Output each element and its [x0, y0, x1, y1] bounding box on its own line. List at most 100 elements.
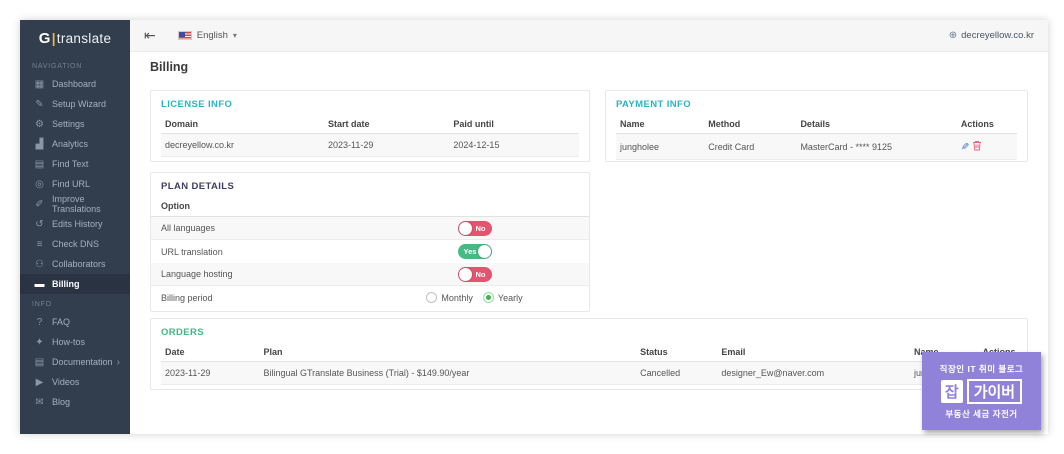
license-start-date: 2023-11-29 [324, 133, 450, 157]
sidebar-item-label: Analytics [52, 139, 89, 149]
sidebar-item-label: Settings [52, 119, 85, 129]
logo[interactable]: G | translate [20, 20, 130, 56]
sidebar-collapse-icon[interactable]: ⇤ [144, 27, 156, 43]
license-paid-until: 2024-12-15 [449, 133, 579, 157]
flag-icon [177, 31, 192, 40]
license-info-title: LICENSE INFO [161, 99, 233, 110]
order-date: 2023-11-29 [161, 361, 260, 385]
sidebar-item-label: Check DNS [52, 239, 100, 249]
plan-row-language-hosting: Language hosting No [151, 263, 589, 286]
users-icon: ⚇ [35, 258, 44, 270]
sidebar-item-blog[interactable]: ✉ Blog [20, 392, 130, 412]
sidebar-item-find-url[interactable]: ◎ Find URL [20, 174, 130, 194]
sidebar-item-check-dns[interactable]: ≡ Check DNS [20, 234, 130, 254]
language-label: English [196, 30, 228, 41]
sidebar-item-settings[interactable]: ⚙ Settings [20, 114, 130, 134]
sidebar-item-label: Documentation [52, 357, 113, 367]
sidebar-item-label: How-tos [52, 337, 86, 347]
nav-section-label: NAVIGATION [32, 63, 83, 70]
table-row: 2023-11-29 Bilingual GTranslate Business… [161, 361, 1017, 385]
radio-selected-icon [482, 292, 494, 303]
col-header-status: Status [636, 343, 718, 362]
language-hosting-toggle[interactable]: No [457, 266, 492, 282]
sidebar-item-label: Edits History [52, 219, 103, 229]
app-window: G | translate NAVIGATION ▦ Dashboard ✎ Set… [20, 20, 1048, 434]
license-info-panel: LICENSE INFO Domain Start date Paid unti… [150, 90, 590, 162]
sidebar: G | translate NAVIGATION ▦ Dashboard ✎ Set… [20, 20, 130, 434]
col-header-actions: Actions [956, 115, 1017, 134]
sidebar-item-collaborators[interactable]: ⚇ Collaborators [20, 254, 130, 274]
docs-icon: ▤ [34, 356, 45, 368]
plan-details-title: PLAN DETAILS [161, 181, 235, 192]
globe-icon: ⊕ [948, 30, 958, 41]
sidebar-item-label: FAQ [52, 317, 71, 327]
star-icon: ✦ [35, 336, 44, 348]
wand-icon: ✎ [35, 98, 44, 110]
delete-icon[interactable] [972, 140, 982, 151]
content: Billing LICENSE INFO Domain Start date P… [130, 52, 1048, 434]
sidebar-item-dashboard[interactable]: ▦ Dashboard [20, 74, 130, 94]
plan-details-panel: PLAN DETAILS Option All languages No URL… [150, 172, 590, 312]
license-table: Domain Start date Paid until decreyellow… [161, 115, 579, 157]
all-languages-toggle[interactable]: No [457, 220, 492, 236]
billing-period-monthly-radio[interactable]: Monthly [426, 292, 473, 303]
table-row: decreyellow.co.kr 2023-11-29 2024-12-15 [161, 133, 579, 157]
account-domain[interactable]: ⊕ decreyellow.co.kr [949, 30, 1034, 41]
col-header-option: Option [151, 197, 589, 217]
sidebar-item-label: Dashboard [52, 79, 97, 89]
license-domain: decreyellow.co.kr [161, 133, 325, 157]
plan-row-billing-period: Billing period Monthly Yearly [151, 286, 589, 309]
col-header-paid-until: Paid until [449, 115, 579, 134]
watermark-top-line: 직장인 IT 취미 블로그 [939, 363, 1024, 374]
watermark-bottom-line: 부동산 세금 자전거 [945, 408, 1018, 419]
account-domain-label: decreyellow.co.kr [961, 30, 1034, 41]
chevron-right-icon: › [116, 356, 120, 368]
col-header-name: Name [616, 115, 705, 134]
plan-row-url-translation: URL translation Yes [151, 240, 589, 263]
watermark-logo-box: 잡 [940, 379, 963, 403]
sidebar-item-videos[interactable]: ▶ Videos [20, 372, 130, 392]
option-label: Billing period [161, 292, 213, 303]
orders-table: Date Plan Status Email Name Actions 2023… [161, 343, 1017, 385]
sidebar-item-documentation[interactable]: ▤ Documentation › [20, 352, 130, 372]
toggle-knob [458, 221, 472, 235]
watermark-logo-text: 가이버 [966, 378, 1023, 404]
magic-icon: ✐ [35, 198, 44, 210]
option-label: Language hosting [161, 269, 233, 279]
history-icon: ↺ [35, 218, 44, 230]
info-section-label: INFO [32, 301, 52, 308]
sidebar-item-label: Videos [52, 377, 80, 387]
option-label: URL translation [161, 246, 223, 257]
sidebar-item-how-tos[interactable]: ✦ How-tos [20, 332, 130, 352]
sidebar-item-label: Improve Translations [52, 194, 101, 214]
toggle-knob [477, 245, 491, 258]
language-dropdown[interactable]: English ▾ [177, 30, 237, 41]
sidebar-item-improve-translations[interactable]: ✐ Improve Translations [20, 194, 130, 214]
sidebar-item-find-text[interactable]: ▤ Find Text [20, 154, 130, 174]
toggle-state-label: Yes [463, 247, 477, 256]
sidebar-item-setup-wizard[interactable]: ✎ Setup Wizard [20, 94, 130, 114]
main-area: ⇤ English ▾ ⊕ decreyellow.co.kr Billing … [130, 20, 1048, 434]
edit-icon[interactable]: ✎ [960, 142, 970, 153]
payment-name: jungholee [616, 133, 705, 160]
billing-period-yearly-radio[interactable]: Yearly [482, 292, 523, 303]
sidebar-item-analytics[interactable]: ▟ Analytics [20, 134, 130, 154]
sidebar-item-billing[interactable]: ▬ Billing [20, 274, 130, 294]
order-status: Cancelled [636, 361, 718, 385]
sidebar-item-label: Find Text [52, 159, 89, 169]
sidebar-item-edits-history[interactable]: ↺ Edits History [20, 214, 130, 234]
payment-method: Credit Card [704, 133, 797, 160]
sidebar-item-label: Blog [52, 397, 71, 407]
option-label: All languages [161, 223, 216, 233]
logo-text: translate [56, 30, 112, 46]
dashboard-icon: ▦ [34, 78, 45, 90]
url-translation-toggle[interactable]: Yes [457, 244, 492, 259]
radio-label: Monthly [441, 292, 473, 303]
sidebar-item-faq[interactable]: ? FAQ [20, 312, 130, 332]
logo-bar: | [51, 30, 56, 46]
sidebar-item-label: Billing [52, 279, 80, 289]
server-icon: ≡ [36, 238, 43, 250]
watermark-badge: 직장인 IT 취미 블로그 잡 가이버 부동산 세금 자전거 [922, 352, 1041, 430]
gear-icon: ⚙ [35, 118, 44, 130]
payment-info-panel: PAYMENT INFO Name Method Details Actions… [605, 90, 1028, 162]
